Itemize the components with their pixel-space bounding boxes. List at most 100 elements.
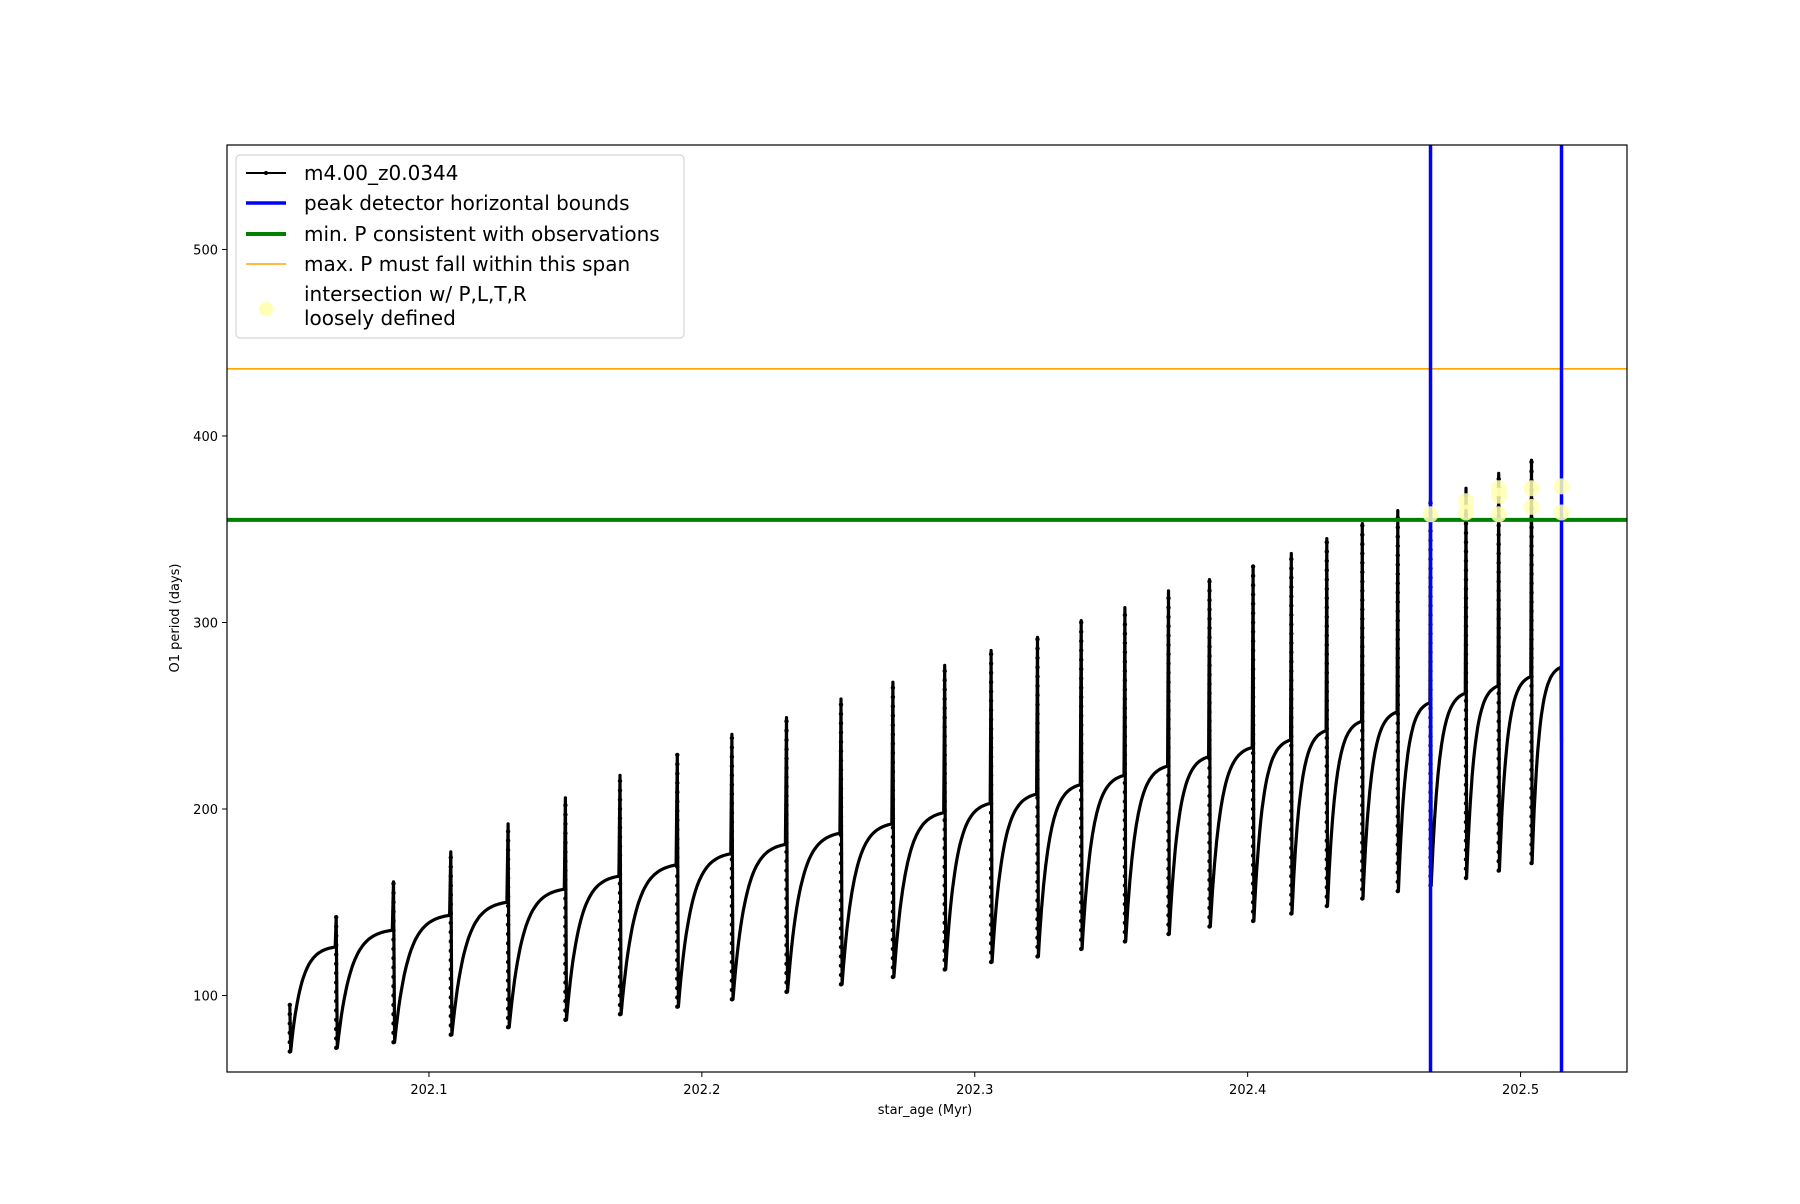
series-point: [838, 860, 844, 866]
series-point: [988, 913, 994, 918]
series-point: [890, 750, 896, 756]
series-point: [1324, 829, 1330, 834]
series-point: [1324, 642, 1330, 648]
series-point: [1324, 894, 1330, 899]
series-point: [1122, 640, 1128, 646]
series-point: [784, 933, 789, 938]
series-point: [1395, 888, 1401, 894]
series-point: [1166, 885, 1171, 890]
series-point: [729, 885, 735, 890]
series-point: [1496, 476, 1501, 482]
series-point: [1122, 771, 1128, 776]
legend-label-line: max. P must fall within this span: [304, 252, 630, 276]
series-point: [1207, 905, 1212, 911]
series-point: [1122, 883, 1128, 888]
series-point: [1395, 553, 1401, 558]
series-point: [1360, 868, 1365, 873]
series-point: [1166, 698, 1171, 703]
series-point: [448, 883, 453, 888]
series-point: [1035, 888, 1040, 894]
legend-handle-series-marker: [264, 171, 268, 175]
intersection-marker: [1553, 504, 1570, 521]
series-point: [1250, 853, 1256, 858]
series-point: [563, 831, 568, 836]
series-point: [1360, 793, 1365, 799]
series-point: [1166, 894, 1171, 899]
series-point: [838, 888, 844, 894]
series-point: [1463, 586, 1469, 592]
series-point: [1250, 592, 1256, 597]
series-point: [448, 939, 453, 944]
series-point: [1035, 879, 1040, 884]
series-point: [563, 803, 568, 808]
series-point: [988, 931, 994, 937]
series-point: [838, 739, 844, 745]
series-point: [1496, 597, 1501, 603]
series-point: [1324, 689, 1330, 694]
series-spike-markers: [1207, 579, 1212, 929]
series-point: [1324, 708, 1330, 713]
series-point: [890, 862, 896, 868]
series-point: [1250, 638, 1256, 644]
series-point: [1035, 646, 1040, 651]
series-point: [1324, 586, 1330, 592]
series-spike-markers: [563, 803, 568, 1022]
series-point: [675, 846, 680, 851]
series-point: [391, 965, 396, 970]
series-point: [1166, 838, 1171, 843]
series-point: [391, 1012, 396, 1017]
series-point: [1035, 823, 1040, 828]
series-point: [1166, 810, 1171, 815]
series-point: [1035, 842, 1040, 847]
series-point: [1166, 605, 1171, 610]
series-point: [1289, 659, 1294, 664]
series-point: [1122, 724, 1128, 730]
series-point: [1496, 653, 1501, 659]
series-point: [942, 668, 947, 674]
series-point: [1035, 935, 1040, 940]
y-axis-label: O1 period (days): [168, 563, 183, 672]
series-point: [729, 801, 735, 806]
series-point: [1122, 734, 1128, 739]
series-spike-markers: [505, 829, 511, 1030]
x-axis-label: star_age (Myr): [878, 1103, 972, 1118]
series-point: [1207, 849, 1212, 855]
series-point: [1529, 767, 1534, 772]
series-point: [1324, 819, 1330, 825]
series-point: [1463, 540, 1469, 545]
series-point: [617, 900, 623, 905]
series-point: [1289, 575, 1294, 580]
series-point: [448, 911, 453, 916]
series-point: [988, 847, 994, 853]
series-point: [334, 1017, 339, 1022]
series-point: [1207, 700, 1212, 705]
series-point: [1463, 633, 1469, 638]
series-point: [1079, 853, 1084, 858]
series-point: [1496, 588, 1501, 593]
series-point: [1289, 836, 1294, 842]
series-point: [675, 752, 680, 758]
series-point: [1360, 728, 1365, 733]
series-point: [1035, 777, 1040, 782]
series-point: [1035, 730, 1040, 735]
series-point: [1529, 553, 1534, 558]
series-point: [448, 920, 453, 925]
series-point: [1250, 676, 1256, 681]
series-point: [391, 974, 396, 980]
series-point: [1207, 821, 1212, 827]
series-point: [890, 881, 896, 886]
series-point: [563, 924, 568, 929]
series-point: [1529, 749, 1534, 754]
series-point: [563, 998, 568, 1004]
series-point: [1529, 543, 1534, 549]
series-point: [729, 978, 735, 983]
series-point: [942, 864, 947, 869]
series-point: [942, 678, 947, 683]
series-point: [1324, 754, 1330, 759]
series-point: [729, 997, 735, 1002]
series-point: [448, 874, 453, 879]
series-point: [1289, 678, 1294, 683]
series-point: [942, 780, 947, 786]
series-point: [1079, 769, 1084, 774]
series-point: [1496, 569, 1501, 575]
